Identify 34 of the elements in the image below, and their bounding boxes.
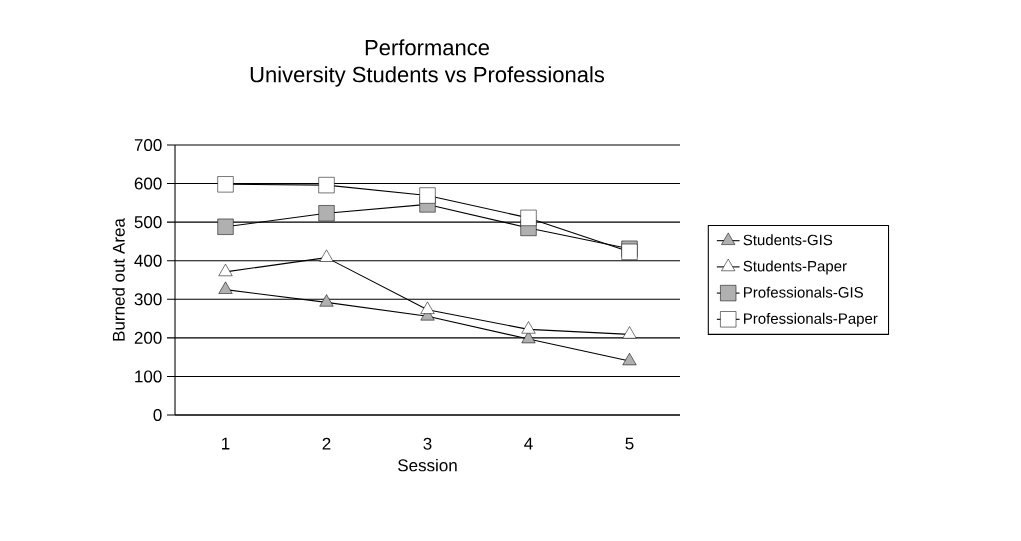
y-tick-label: 300 [134, 293, 162, 306]
legend-label: Students-GIS [743, 234, 833, 246]
y-tick-label: 400 [134, 254, 162, 267]
point [521, 321, 536, 334]
x-tick-label: 4 [524, 437, 533, 450]
point [318, 177, 335, 194]
y-tick-label: 200 [134, 331, 162, 344]
y-axis-title: Burned out Area [112, 218, 125, 341]
y-tick-label: 700 [134, 138, 162, 152]
x-axis-title: Session [398, 458, 457, 472]
point [218, 263, 233, 277]
point [420, 301, 435, 314]
point [622, 352, 637, 366]
legend-label: Professionals-GIS [744, 286, 863, 298]
x-tick-label: 2 [322, 437, 331, 450]
point [218, 281, 233, 294]
chart-subtitle: University Students vs Professionals [250, 66, 605, 87]
point [319, 249, 334, 262]
y-tick-label: 0 [153, 408, 162, 422]
y-tick-label: 100 [135, 370, 162, 383]
legend-label: Professionals-Paper [744, 312, 878, 327]
x-tick-label: 3 [423, 437, 432, 450]
point [419, 187, 436, 204]
point [520, 209, 537, 226]
legend-label: Students-Paper [743, 260, 847, 275]
chart-title: Performance [365, 39, 489, 56]
point [319, 294, 334, 307]
point [217, 218, 234, 235]
point [622, 326, 637, 339]
x-tick-label: 5 [625, 437, 634, 450]
y-tick-label: 500 [134, 216, 162, 229]
y-tick-label: 600 [134, 177, 162, 190]
point [318, 205, 335, 222]
x-tick-label: 1 [222, 437, 230, 450]
